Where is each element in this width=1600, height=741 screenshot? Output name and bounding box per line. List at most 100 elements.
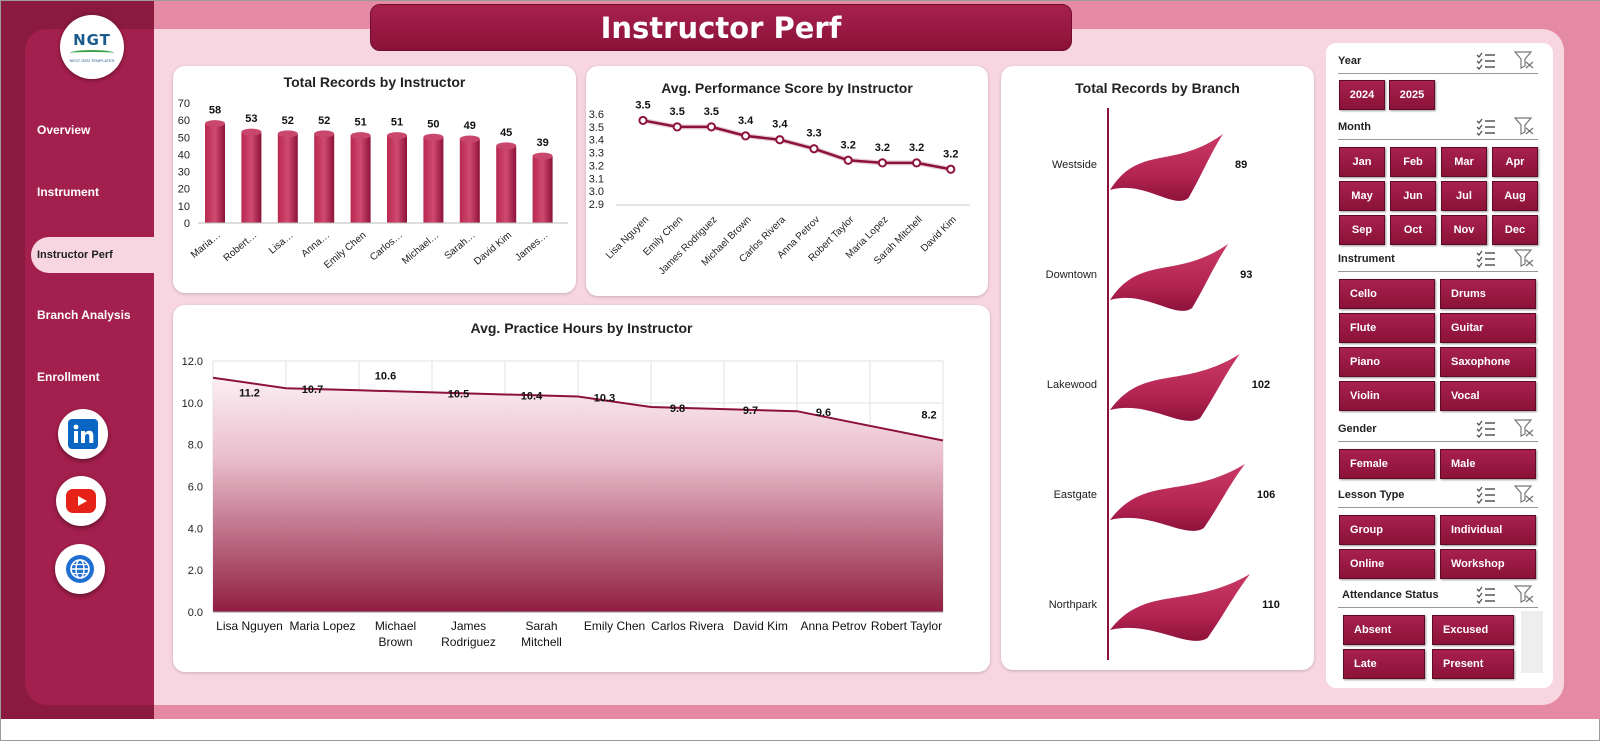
- page-title-bar: Instructor Perf: [370, 4, 1072, 51]
- clear-filter-icon[interactable]: [1514, 585, 1534, 603]
- slicer-option-month[interactable]: Mar: [1441, 147, 1487, 177]
- linkedin-button[interactable]: [58, 409, 108, 459]
- slicer-option-month[interactable]: Jan: [1339, 147, 1385, 177]
- x-tick-label: Sarah…: [443, 230, 478, 262]
- slicer-option-month[interactable]: Nov: [1441, 215, 1487, 245]
- y-tick-label: 3.4: [589, 135, 604, 147]
- slicer-option-attendance[interactable]: Present: [1432, 649, 1514, 679]
- slicer-option-month[interactable]: Dec: [1492, 215, 1538, 245]
- x-tick-label: Lisa…: [267, 230, 296, 257]
- slicer-option-instrument[interactable]: Violin: [1339, 381, 1435, 411]
- clear-filter-icon[interactable]: [1514, 485, 1534, 503]
- slicer-option-instrument[interactable]: Drums: [1440, 279, 1536, 309]
- area-fill: [213, 377, 943, 612]
- slicer-option-attendance[interactable]: Absent: [1343, 615, 1425, 645]
- slicer-option-instrument[interactable]: Saxophone: [1440, 347, 1536, 377]
- data-point: [877, 158, 887, 168]
- slicer-option-instrument[interactable]: Vocal: [1440, 381, 1536, 411]
- data-label: 9.6: [816, 407, 831, 419]
- linkedin-icon: [68, 419, 98, 449]
- y-tick-label: 3.1: [589, 173, 604, 185]
- x-tick-label: Lisa Nguyen: [216, 619, 283, 633]
- slicer-option-month[interactable]: Sep: [1339, 215, 1385, 245]
- slicer-option-year[interactable]: 2024: [1339, 80, 1385, 110]
- y-tick-label: 6.0: [188, 482, 203, 494]
- slicer-option-lesson[interactable]: Online: [1339, 549, 1435, 579]
- slicer-divider: [1338, 73, 1538, 74]
- bar: [314, 133, 335, 223]
- data-point: [809, 144, 819, 154]
- nav-instrument[interactable]: Instrument: [37, 185, 100, 199]
- clear-filter-icon[interactable]: [1514, 117, 1534, 135]
- nav-branch-analysis[interactable]: Branch Analysis: [37, 308, 131, 322]
- slicer-option-lesson[interactable]: Workshop: [1440, 549, 1536, 579]
- multi-select-icon[interactable]: [1476, 420, 1496, 438]
- clear-filter-icon[interactable]: [1514, 51, 1534, 69]
- slicer-option-month[interactable]: Apr: [1492, 147, 1538, 177]
- slicer-option-month[interactable]: Aug: [1492, 181, 1538, 211]
- slicer-option-instrument[interactable]: Flute: [1339, 313, 1435, 343]
- x-tick-label: David Kim: [733, 619, 788, 633]
- slicer-option-instrument[interactable]: Piano: [1339, 347, 1435, 377]
- slicer-option-attendance[interactable]: Excused: [1432, 615, 1514, 645]
- slicer-option-gender[interactable]: Female: [1339, 449, 1435, 479]
- y-tick-label: 0: [184, 218, 190, 230]
- hours-chart-title: Avg. Practice Hours by Instructor: [470, 320, 693, 336]
- y-tick-label: 3.3: [589, 148, 604, 160]
- data-point: [741, 131, 751, 141]
- multi-select-icon[interactable]: [1476, 586, 1496, 604]
- bar: [205, 123, 225, 223]
- multi-select-icon[interactable]: [1476, 250, 1496, 268]
- sidebar-panel: [25, 29, 154, 705]
- slicer-option-lesson[interactable]: Group: [1339, 515, 1435, 545]
- slicer-option-instrument[interactable]: Cello: [1339, 279, 1435, 309]
- slicer-option-month[interactable]: May: [1339, 181, 1385, 211]
- branch-chart: Westside 89 Downtown 93 Lakewood 102 Eastgate 1…: [1046, 108, 1280, 660]
- data-label: 9.8: [670, 403, 685, 415]
- slicer-option-month[interactable]: Feb: [1390, 147, 1436, 177]
- bar-top: [350, 132, 371, 140]
- slicer-header-attendance: Attendance Status: [1342, 589, 1439, 601]
- y-tick-label: 3.0: [589, 186, 604, 198]
- slicer-option-year[interactable]: 2025: [1389, 80, 1435, 110]
- slicer-divider: [1338, 607, 1538, 608]
- multi-select-icon[interactable]: [1476, 486, 1496, 504]
- data-label: 110: [1262, 599, 1280, 611]
- slicer-option-gender[interactable]: Male: [1440, 449, 1536, 479]
- series-line: [642, 119, 952, 171]
- slicer-option-month[interactable]: Jul: [1441, 181, 1487, 211]
- nav-instructor-perf[interactable]: Instructor Perf: [31, 237, 154, 273]
- website-button[interactable]: [55, 544, 105, 594]
- logo-subtext: NEXT GEN TEMPLATES: [69, 58, 115, 63]
- clear-filter-icon[interactable]: [1514, 419, 1534, 437]
- multi-select-icon[interactable]: [1476, 118, 1496, 136]
- clear-filter-icon[interactable]: [1514, 249, 1534, 267]
- slicer-option-lesson[interactable]: Individual: [1440, 515, 1536, 545]
- bar-top: [532, 152, 553, 160]
- slicer-option-month[interactable]: Oct: [1390, 215, 1436, 245]
- slicer-option-attendance[interactable]: Late: [1343, 649, 1425, 679]
- slicer-divider: [1338, 507, 1538, 508]
- nav-enrollment[interactable]: Enrollment: [37, 370, 100, 384]
- bar: [350, 135, 371, 223]
- x-tick-label: Maria…: [189, 230, 223, 261]
- slicer-divider: [1338, 139, 1538, 140]
- nav-overview[interactable]: Overview: [37, 123, 91, 137]
- branch-chart-title: Total Records by Branch: [1075, 80, 1240, 96]
- slicer-option-month[interactable]: Jun: [1390, 181, 1436, 211]
- data-label: 3.5: [635, 99, 650, 111]
- multi-select-icon[interactable]: [1476, 52, 1496, 70]
- data-point: [706, 122, 717, 132]
- branch-card: Total Records by Branch Westside 89 Downto…: [1001, 66, 1314, 670]
- youtube-button[interactable]: [56, 476, 106, 526]
- hours-chart: 0.0 2.0 4.0 6.0 8.0 10.0 12.0 11.2 Lisa Nguyen 10…: [182, 356, 944, 649]
- logo-text: NGT: [73, 31, 111, 49]
- data-label: 106: [1257, 489, 1275, 501]
- slicer-option-instrument[interactable]: Guitar: [1440, 313, 1536, 343]
- y-tick-label: 20: [178, 184, 190, 196]
- bar: [1110, 134, 1223, 201]
- slicer-scrollbar[interactable]: [1521, 611, 1543, 673]
- x-tick-label: James…: [513, 230, 550, 264]
